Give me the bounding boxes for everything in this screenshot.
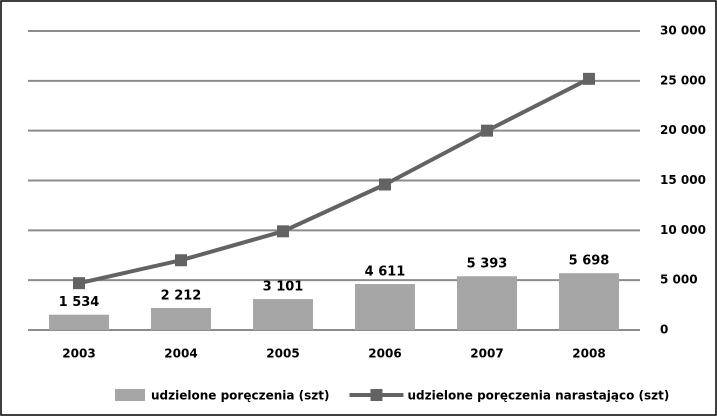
legend-swatch: [115, 389, 145, 401]
x-tick-label: 2007: [470, 347, 503, 361]
line: [78, 77, 590, 286]
bar: [49, 314, 109, 330]
legend-label: udzielone poręczenia narastająco (szt): [407, 389, 669, 403]
bar: [253, 299, 313, 330]
y-tick-label: 25 000: [660, 73, 706, 87]
x-tick-label: 2006: [368, 347, 401, 361]
y-tick-label: 10 000: [660, 223, 706, 237]
data-label: 3 101: [263, 280, 304, 295]
data-label: 1 534: [59, 295, 100, 310]
marker: [175, 254, 187, 267]
marker: [73, 277, 85, 290]
y-tick-label: 30 000: [660, 24, 706, 38]
bar: [457, 276, 517, 330]
marker: [481, 124, 493, 137]
bar: [355, 284, 415, 330]
x-tick-label: 2003: [62, 347, 95, 361]
marker: [277, 225, 289, 238]
marker: [379, 178, 391, 191]
data-label: 4 611: [365, 265, 406, 280]
x-tick-label: 2005: [266, 347, 299, 361]
bar: [151, 307, 211, 330]
x-tick-label: 2008: [572, 347, 605, 361]
bar: [559, 273, 619, 330]
y-tick-label: 15 000: [660, 173, 706, 187]
y-tick-label: 20 000: [660, 123, 706, 137]
data-label: 5 393: [467, 257, 508, 272]
y-tick-label: 0: [660, 323, 668, 337]
x-tick-label: 2004: [164, 347, 197, 361]
legend-swatch: [370, 389, 383, 401]
data-label: 2 212: [161, 288, 202, 303]
marker: [583, 72, 595, 85]
y-tick-label: 5 000: [660, 273, 698, 287]
legend-label: udzielone poręczenia (szt): [151, 389, 329, 403]
data-label: 5 698: [569, 254, 610, 269]
